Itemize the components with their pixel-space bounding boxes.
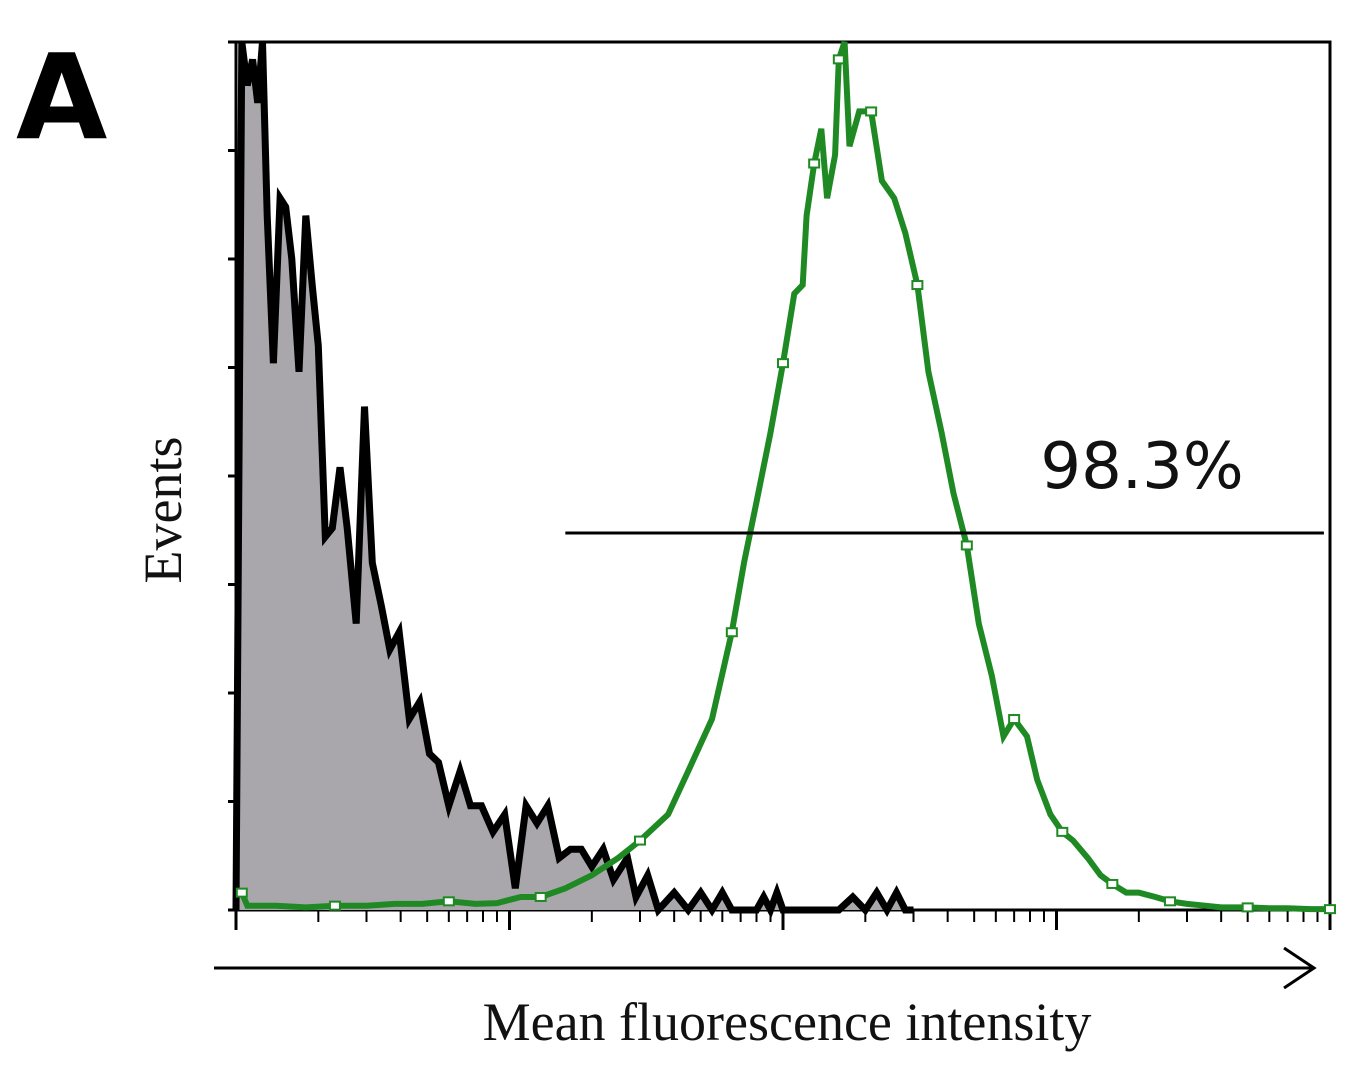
control-histogram-line (232, 41, 914, 919)
sample-data-point (1241, 902, 1254, 913)
x-axis-title: Mean fluorescence intensity (483, 992, 1092, 1052)
series-layer (232, 41, 1336, 919)
y-axis-title: Events (133, 437, 193, 584)
sample-data-point (1324, 904, 1336, 915)
sample-data-point (777, 358, 789, 369)
gate-percentage-label: 98.3% (1040, 430, 1243, 504)
sample-data-point (725, 627, 738, 638)
sample-data-point (832, 54, 845, 65)
sample-data-point (534, 891, 547, 902)
sample-data-point (328, 900, 341, 911)
annotation-layer: 98.3% (565, 430, 1324, 535)
panel-label: A (16, 28, 107, 166)
sample-data-point (633, 835, 646, 846)
sample-histogram-line (236, 41, 1330, 913)
sample-data-point (1163, 896, 1176, 907)
sample-data-point (865, 106, 878, 117)
x-axis-arrowhead (1283, 946, 1317, 990)
sample-data-point (442, 896, 455, 907)
sample-data-point (1106, 878, 1119, 889)
sample-data-point (1008, 714, 1021, 725)
sample-data-point (235, 887, 248, 898)
sample-data-point (911, 280, 924, 291)
sample-data-point (808, 158, 821, 169)
sample-data-point (960, 540, 973, 551)
sample-data-point (1056, 826, 1069, 837)
